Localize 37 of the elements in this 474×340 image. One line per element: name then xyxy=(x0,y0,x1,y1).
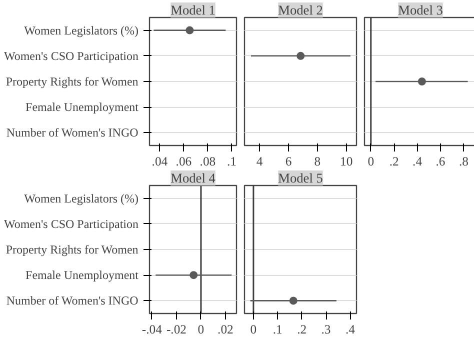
x-tick-label: .08 xyxy=(200,154,216,168)
y-tick-label: Women Legislators (%) xyxy=(24,191,139,206)
chart-title: Model 1 xyxy=(170,2,216,18)
x-tick-label: .1 xyxy=(226,154,236,168)
y-tick-label: Number of Women's INGO xyxy=(6,126,139,140)
x-tick-label: .8 xyxy=(458,154,468,168)
x-tick-label: .2 xyxy=(389,154,399,168)
y-tick-label: Female Unemployment xyxy=(26,100,140,114)
x-tick-label: .02 xyxy=(218,322,234,336)
x-tick-label: -.02 xyxy=(166,322,186,336)
x-tick-label: 6 xyxy=(285,154,292,168)
y-tick-label: Property Rights for Women xyxy=(6,242,138,256)
x-tick-label: .2 xyxy=(297,322,307,336)
x-tick-label: 0 xyxy=(368,154,374,168)
y-tick-label: Property Rights for Women xyxy=(6,74,138,88)
y-tick-label: Female Unemployment xyxy=(26,268,140,282)
y-tick-label: Number of Women's INGO xyxy=(6,294,139,308)
x-tick-label: 0 xyxy=(250,322,257,336)
chart-title: Model 4 xyxy=(170,170,216,186)
x-tick-label: 8 xyxy=(314,154,321,168)
y-tick-label: Women's CSO Participation xyxy=(4,48,139,63)
x-tick-label: -.04 xyxy=(142,322,163,336)
y-tick-label: Women's CSO Participation xyxy=(4,216,139,231)
x-tick-label: .3 xyxy=(321,322,331,336)
x-tick-label: .1 xyxy=(272,322,282,336)
x-tick-label: 0 xyxy=(198,322,204,336)
chart-title: Model 2 xyxy=(278,2,323,18)
x-tick-label: 4 xyxy=(256,154,264,168)
x-tick-label: .4 xyxy=(345,322,356,336)
chart-title: Model 3 xyxy=(398,2,444,18)
chart-title: Model 5 xyxy=(278,170,324,186)
x-tick-label: .04 xyxy=(152,154,168,168)
x-tick-label: .4 xyxy=(412,154,423,168)
x-tick-label: .06 xyxy=(176,154,192,168)
y-tick-label: Women Legislators (%) xyxy=(24,23,139,38)
x-tick-label: 10 xyxy=(340,154,353,168)
x-tick-label: .6 xyxy=(436,154,446,168)
